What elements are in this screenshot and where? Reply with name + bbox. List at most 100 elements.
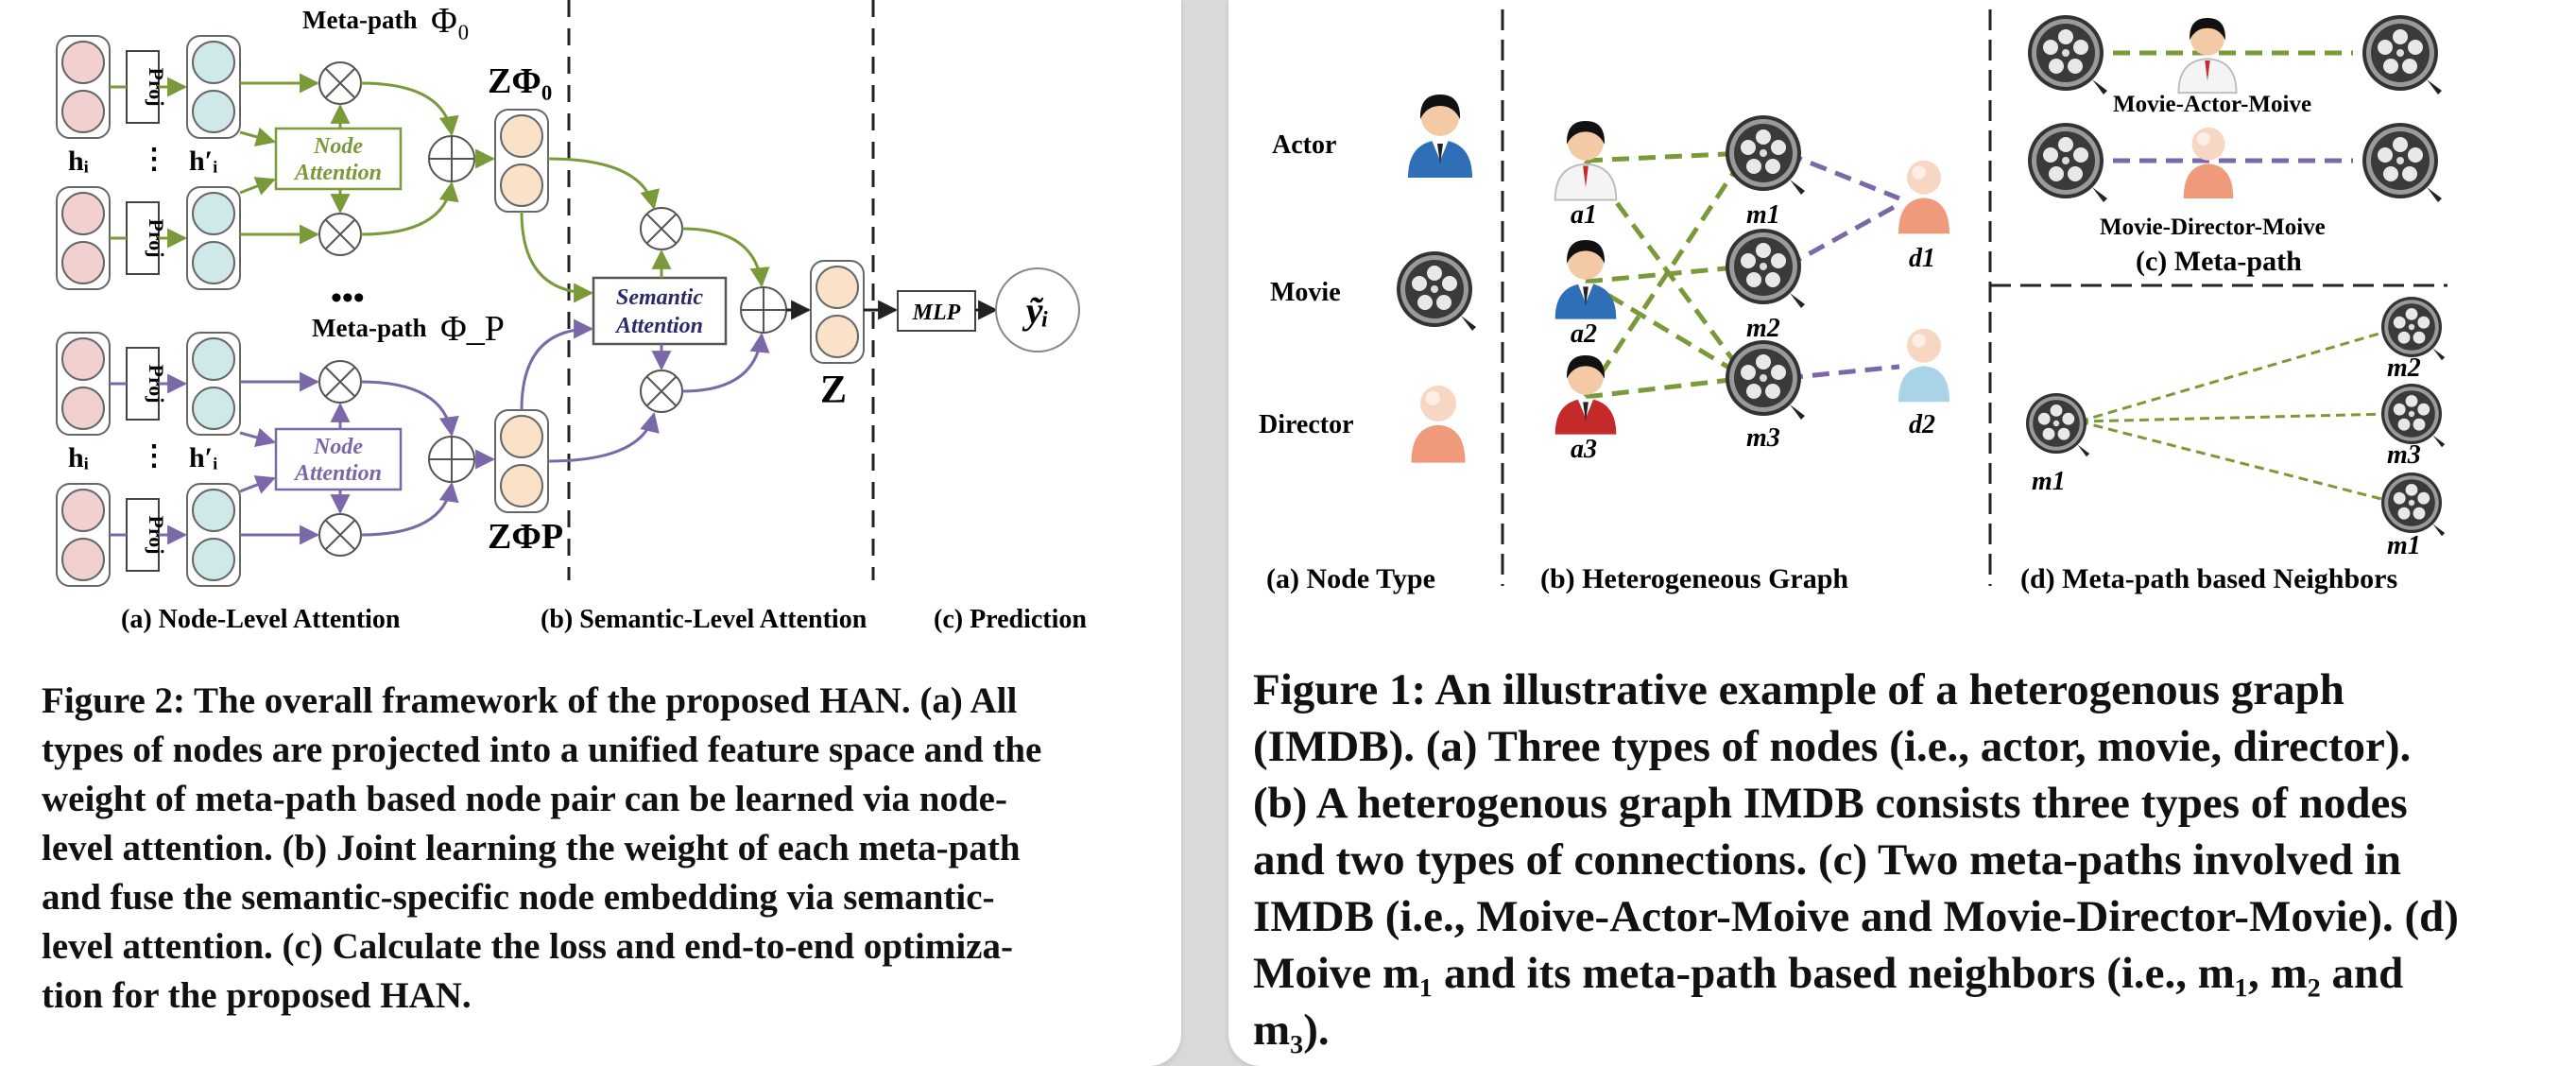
- mam-movie-right-icon: [2362, 15, 2442, 95]
- multiply-op-top-1: [318, 61, 362, 105]
- svg-text:Node: Node: [313, 435, 363, 459]
- figure-2-card: Meta-path Φ₀ hᵢ ⋮ h′ᵢ Proj Proj: [0, 0, 1181, 1066]
- panel-a-label: (a) Node-Level Attention: [121, 605, 401, 634]
- caption-line: Moive m₁ and its meta-path based neighbo…: [1253, 949, 2404, 998]
- movie-m3-icon: [1726, 340, 1805, 420]
- figure-1-caption: Figure 1: An illustrative example of a h…: [1253, 662, 2538, 1058]
- node-attention-box-top: Node Attention: [274, 127, 403, 191]
- svg-text:MLP: MLP: [912, 301, 961, 325]
- mdm-movie-right-icon: [2362, 123, 2442, 202]
- m3-label: m3: [1746, 423, 1780, 453]
- mdm-label: Movie-Director-Moive: [2100, 215, 2326, 240]
- caption-line: (IMDB). (a) Three types of nodes (i.e., …: [1253, 722, 2412, 771]
- mam-movie-left-icon: [2028, 15, 2107, 95]
- mam-label: Movie-Actor-Moive: [2113, 92, 2311, 117]
- panel-b-label-right: (b) Heterogeneous Graph: [1540, 563, 1848, 594]
- sum-op-top: [428, 135, 475, 182]
- han-framework-diagram: Meta-path Φ₀ hᵢ ⋮ h′ᵢ Proj Proj: [56, 0, 1087, 634]
- movie-m2-icon: [1726, 229, 1805, 308]
- h-i-label-bottom: hᵢ: [68, 442, 89, 473]
- caption-line: and two types of connections. (c) Two me…: [1253, 835, 2402, 885]
- actor-a2-icon: [1554, 240, 1617, 319]
- m2-label: m2: [1746, 314, 1780, 343]
- caption-line: IMDB (i.e., Moive-Actor-Moive and Movie-…: [1253, 892, 2459, 941]
- neighbor-edges: [2078, 329, 2390, 503]
- h-i-label-top: hᵢ: [68, 146, 89, 177]
- neighbor-m2-label: m2: [2387, 353, 2421, 383]
- multiply-op-top-2: [318, 213, 362, 256]
- ellipsis-dots: •••: [331, 281, 365, 316]
- metapath-top-label: Meta-path: [302, 6, 417, 34]
- semantic-attention-box: Semantic Attention: [592, 276, 728, 346]
- figure-1-card: Actor Movie Director a1 a2 a3 m1 m2 m: [1228, 0, 2576, 1066]
- input-vector-h4: [56, 483, 111, 587]
- neighbor-m3-label: m3: [2387, 440, 2421, 470]
- neighbor-m1-icon: [2381, 473, 2446, 537]
- director-icon: [1411, 385, 1466, 463]
- movie-m1-icon: [1726, 115, 1805, 195]
- caption-line: weight of meta-path based node pair can …: [42, 779, 1007, 819]
- m1-label: m1: [1746, 200, 1780, 230]
- svg-text:Attention: Attention: [293, 461, 382, 486]
- semantic-multiply-top: [640, 207, 683, 250]
- metapath-bottom-symbol: Φ_P: [440, 309, 505, 349]
- caption-line: level attention. (c) Calculate the loss …: [42, 926, 1013, 967]
- input-vector-h2: [56, 186, 111, 290]
- caption-line: types of nodes are projected into a unif…: [42, 730, 1042, 770]
- neighbor-m3-icon: [2381, 384, 2446, 448]
- caption-line: (b) A heterogenous graph IMDB consists t…: [1253, 779, 2408, 828]
- h-i-prime-label-top: h′ᵢ: [189, 146, 217, 177]
- neighbor-m1-center-icon: [2026, 393, 2090, 457]
- panel-a-label-right: (a) Node Type: [1266, 563, 1435, 594]
- caption-line: level attention. (b) Joint learning the …: [42, 828, 1021, 868]
- vdots-bottom: ⋮: [140, 440, 168, 472]
- svg-text:Node: Node: [313, 134, 363, 159]
- svg-text:Attention: Attention: [293, 161, 382, 185]
- prediction-output: ỹᵢ: [995, 267, 1080, 352]
- input-vector-h1: [56, 35, 111, 139]
- figure-2-caption: Figure 2: The overall framework of the p…: [42, 677, 1109, 1021]
- h-i-prime-label-bottom: h′ᵢ: [189, 442, 217, 473]
- z-phi0-vector: [494, 109, 549, 213]
- neighbor-m2-icon: [2381, 297, 2446, 361]
- panel-d-label-right: (d) Meta-path based Neighbors: [2020, 563, 2397, 594]
- mdm-movie-left-icon: [2028, 123, 2107, 202]
- z-phip-label: ZΦP: [488, 517, 563, 557]
- center-m1-label: m1: [2032, 467, 2066, 496]
- mlp-box: MLP: [897, 290, 976, 332]
- semantic-sum-op: [740, 286, 787, 334]
- caption-line: Figure 1: An illustrative example of a h…: [1253, 665, 2344, 714]
- multiply-op-bottom-1: [318, 360, 362, 404]
- svg-text:Semantic: Semantic: [616, 285, 703, 310]
- metapath-top-symbol: Φ₀: [431, 1, 470, 41]
- z-phi0-label: ZΦ₀: [488, 61, 552, 101]
- projected-vector-bottom-2: [186, 483, 241, 587]
- node-type-movie-label: Movie: [1270, 278, 1341, 307]
- input-vector-h3: [56, 332, 111, 436]
- graph-edges: [1583, 150, 1901, 400]
- a2-label: a2: [1571, 319, 1597, 349]
- metapath-bottom-label: Meta-path: [312, 314, 426, 342]
- z-label: Z: [820, 369, 847, 412]
- node-type-director-label: Director: [1259, 410, 1354, 439]
- projected-vector-top-1: [186, 35, 241, 139]
- a1-label: a1: [1571, 200, 1597, 230]
- projected-vector-bottom-1: [186, 332, 241, 436]
- panel-b-label: (b) Semantic-Level Attention: [541, 605, 867, 634]
- caption-line: and fuse the semantic-specific node embe…: [42, 877, 995, 918]
- multiply-op-bottom-2: [318, 513, 362, 557]
- caption-line: tion for the proposed HAN.: [42, 975, 472, 1016]
- imdb-graph-diagram: Actor Movie Director a1 a2 a3 m1 m2 m: [1259, 9, 2447, 594]
- z-vector: [810, 260, 865, 364]
- vdots-top: ⋮: [140, 144, 168, 175]
- d2-label: d2: [1909, 410, 1935, 439]
- neighbor-m1-label: m1: [2387, 531, 2421, 560]
- caption-line: Figure 2: The overall framework of the p…: [42, 680, 1018, 721]
- semantic-multiply-bottom: [640, 370, 683, 413]
- sum-op-bottom: [428, 436, 475, 483]
- director-d1-icon: [1898, 160, 1949, 234]
- panel-c-label-right: (c) Meta-path: [2136, 246, 2302, 277]
- svg-text:Attention: Attention: [614, 314, 703, 338]
- z-phip-vector: [494, 409, 549, 513]
- node-attention-box-bottom: Node Attention: [274, 427, 403, 491]
